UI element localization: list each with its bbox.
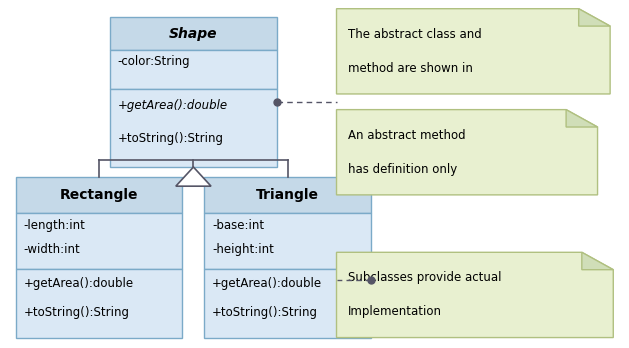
Text: Shape: Shape (169, 27, 218, 41)
Polygon shape (579, 9, 610, 26)
Text: Rectangle: Rectangle (60, 188, 138, 202)
Bar (110, 89, 277, 167)
Text: +getArea():double: +getArea():double (212, 277, 322, 290)
Text: An abstract method: An abstract method (348, 129, 465, 142)
Text: Implementation: Implementation (348, 306, 442, 318)
Text: The abstract class and: The abstract class and (348, 28, 482, 41)
Text: -base:int: -base:int (212, 220, 264, 232)
Bar (204, 177, 371, 213)
Polygon shape (582, 252, 613, 270)
Text: Triangle: Triangle (256, 188, 320, 202)
Polygon shape (176, 167, 211, 186)
Text: +toString():String: +toString():String (212, 306, 318, 319)
Text: +getArea():double: +getArea():double (23, 277, 133, 290)
Text: has definition only: has definition only (348, 163, 457, 176)
Bar (110, 17, 277, 50)
Bar (16, 213, 182, 269)
Bar (110, 50, 277, 89)
Text: +toString():String: +toString():String (23, 306, 130, 319)
Polygon shape (566, 110, 598, 127)
Text: -height:int: -height:int (212, 243, 274, 256)
Bar (16, 177, 182, 213)
Text: -color:String: -color:String (118, 55, 190, 68)
Polygon shape (337, 252, 613, 338)
Polygon shape (337, 9, 610, 94)
Text: method are shown in: method are shown in (348, 62, 476, 75)
Text: Subclasses provide actual: Subclasses provide actual (348, 271, 501, 284)
Bar (204, 269, 371, 338)
Bar (204, 213, 371, 269)
Text: -width:int: -width:int (23, 243, 80, 256)
Text: +toString():String: +toString():String (118, 132, 224, 145)
Bar (16, 269, 182, 338)
Text: +getArea():double: +getArea():double (118, 98, 228, 112)
Polygon shape (337, 110, 598, 195)
Text: -length:int: -length:int (23, 220, 85, 232)
